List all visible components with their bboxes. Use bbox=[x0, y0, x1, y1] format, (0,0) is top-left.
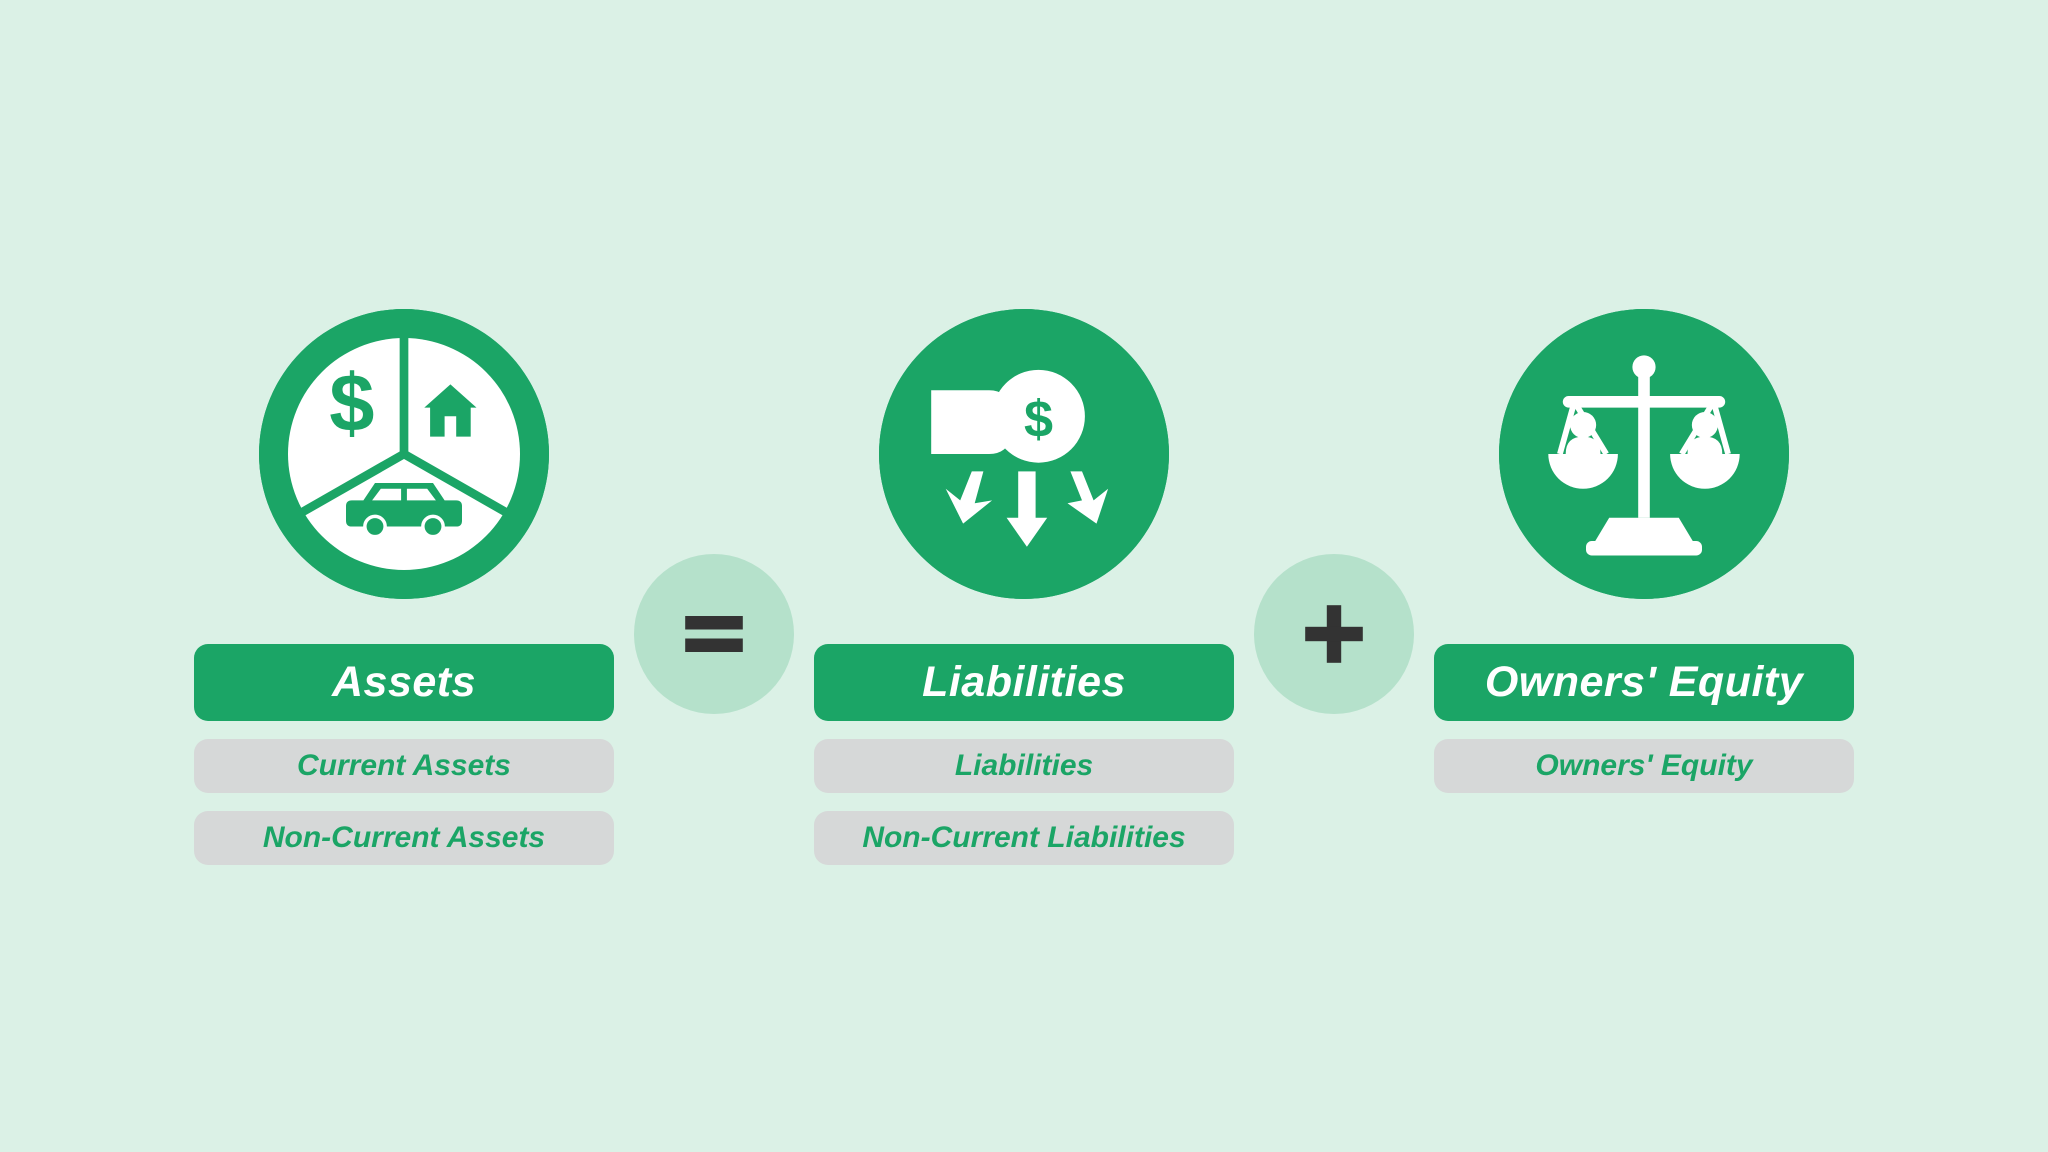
equity-column: Owners' Equity Owners' Equity bbox=[1434, 309, 1854, 811]
liabilities-money-icon: $ bbox=[879, 309, 1169, 599]
accounting-equation-diagram: $ Assets Current Assets Non-Current Asse… bbox=[194, 269, 1854, 883]
svg-text:$: $ bbox=[329, 358, 374, 449]
liabilities-sub-2: Non-Current Liabilities bbox=[814, 811, 1234, 865]
equals-operator bbox=[634, 554, 794, 714]
assets-title: Assets bbox=[194, 644, 614, 721]
liabilities-sub-1: Liabilities bbox=[814, 739, 1234, 793]
equity-sub-1: Owners' Equity bbox=[1434, 739, 1854, 793]
assets-column: $ Assets Current Assets Non-Current Asse… bbox=[194, 309, 614, 883]
equity-title: Owners' Equity bbox=[1434, 644, 1854, 721]
svg-text:$: $ bbox=[1024, 391, 1053, 449]
assets-pie-icon: $ bbox=[259, 309, 549, 599]
equity-scale-icon bbox=[1499, 309, 1789, 599]
liabilities-title: Liabilities bbox=[814, 644, 1234, 721]
assets-sub-2: Non-Current Assets bbox=[194, 811, 614, 865]
liabilities-column: $ Liabilities Liabilities Non-Current Li… bbox=[814, 309, 1234, 883]
plus-operator bbox=[1254, 554, 1414, 714]
assets-sub-1: Current Assets bbox=[194, 739, 614, 793]
